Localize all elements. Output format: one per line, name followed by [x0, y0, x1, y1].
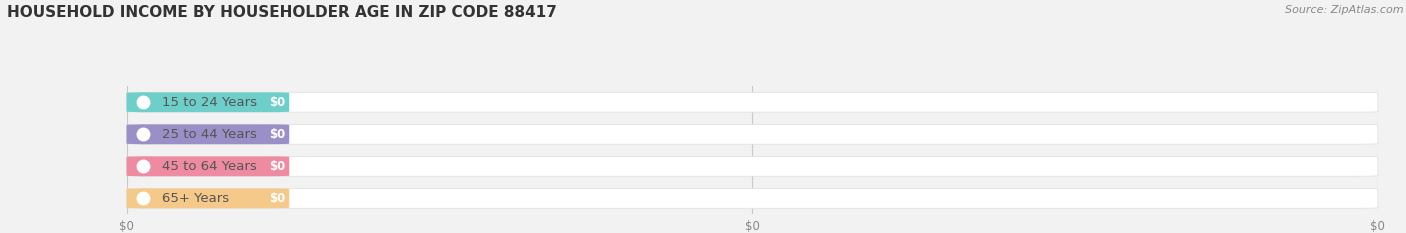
Text: $0: $0 — [269, 192, 285, 205]
Text: HOUSEHOLD INCOME BY HOUSEHOLDER AGE IN ZIP CODE 88417: HOUSEHOLD INCOME BY HOUSEHOLDER AGE IN Z… — [7, 5, 557, 20]
FancyBboxPatch shape — [127, 188, 1378, 208]
FancyBboxPatch shape — [127, 124, 290, 144]
Text: $0: $0 — [269, 160, 285, 173]
Text: 25 to 44 Years: 25 to 44 Years — [162, 128, 256, 141]
Text: Source: ZipAtlas.com: Source: ZipAtlas.com — [1285, 5, 1403, 15]
Text: $0: $0 — [269, 128, 285, 141]
FancyBboxPatch shape — [127, 124, 1378, 144]
Text: 65+ Years: 65+ Years — [162, 192, 229, 205]
Text: 15 to 24 Years: 15 to 24 Years — [162, 96, 256, 109]
FancyBboxPatch shape — [127, 156, 290, 176]
FancyBboxPatch shape — [127, 156, 1378, 176]
FancyBboxPatch shape — [127, 188, 290, 208]
Text: 45 to 64 Years: 45 to 64 Years — [162, 160, 256, 173]
FancyBboxPatch shape — [127, 92, 290, 112]
FancyBboxPatch shape — [127, 92, 1378, 112]
Text: $0: $0 — [269, 96, 285, 109]
